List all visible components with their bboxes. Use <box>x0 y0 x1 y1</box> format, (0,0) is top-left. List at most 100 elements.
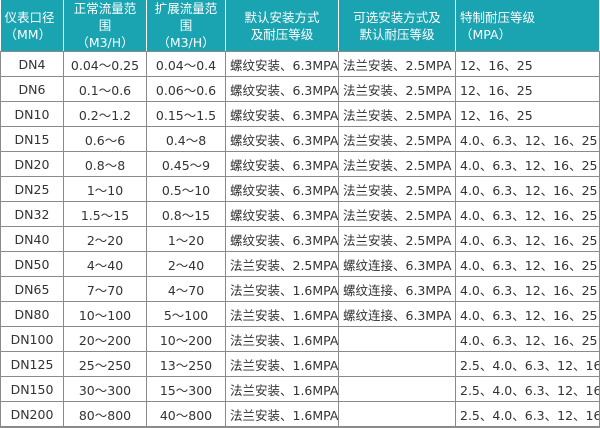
cell-extended-flow: 0.4～8 <box>146 126 226 152</box>
header-line: 默认安装方式 <box>244 9 320 25</box>
table-row: DN20 0.8～8 0.45～9 螺纹安装、6.3MPA 法兰安装、2.5MPA 4.0… <box>0 151 600 177</box>
cell-optional-install <box>338 326 456 352</box>
cell-diameter: DN100 <box>0 326 64 352</box>
table-row: DN10 0.2～1.2 0.15～1.5 螺纹安装、6.3MPA 法兰安装、2.5MP… <box>0 101 600 127</box>
cell-default-install: 螺纹安装、6.3MPA <box>225 176 339 202</box>
table-row: DN125 25～250 13～250 法兰安装、1.6MPA 2.5、4.0、6.3、… <box>0 351 600 377</box>
cell-extended-flow: 0.04～0.4 <box>146 51 226 77</box>
cell-optional-install: 螺纹连接、6.3MPA <box>338 276 456 302</box>
cell-extended-flow: 1～20 <box>146 226 226 252</box>
cell-extended-flow: 0.8～15 <box>146 201 226 227</box>
header-line: （M3/H） <box>76 35 134 50</box>
cell-normal-flow: 0.8～8 <box>63 151 147 177</box>
cell-diameter: DN4 <box>0 51 64 77</box>
table-row: DN40 2～20 1～20 螺纹安装、6.3MPA 法兰安装、2.5MPA 4.0、6.… <box>0 226 600 252</box>
cell-optional-install: 法兰安装、2.5MPA <box>338 151 456 177</box>
cell-normal-flow: 10～100 <box>63 301 147 327</box>
cell-special-pressure: 4.0、6.3、12、16、25 <box>455 126 600 152</box>
cell-normal-flow: 0.2～1.2 <box>63 101 147 127</box>
table-row: DN65 7～70 4～70 法兰安装、1.6MPA 螺纹连接、6.3MPA 4.0、6.… <box>0 276 600 302</box>
cell-default-install: 法兰安装、1.6MPA <box>225 401 339 428</box>
header-special-pressure: 特制耐压等级 （MPA） <box>455 0 600 52</box>
cell-optional-install <box>338 351 456 377</box>
cell-special-pressure: 2.5、4.0、6.3、12、16 <box>455 351 600 377</box>
table-row: DN6 0.1～0.6 0.06～0.6 螺纹安装、6.3MPA 法兰安装、2.5MPA… <box>0 76 600 102</box>
cell-diameter: DN40 <box>0 226 64 252</box>
cell-diameter: DN15 <box>0 126 64 152</box>
cell-special-pressure: 4.0、6.3、12、16、25 <box>455 176 600 202</box>
cell-extended-flow: 4～70 <box>146 276 226 302</box>
cell-normal-flow: 4～40 <box>63 251 147 277</box>
cell-extended-flow: 10～200 <box>146 326 226 352</box>
cell-diameter: DN200 <box>0 401 64 428</box>
cell-default-install: 螺纹安装、6.3MPA <box>225 151 339 177</box>
cell-optional-install <box>338 401 456 428</box>
cell-normal-flow: 1.5～15 <box>63 201 147 227</box>
cell-default-install: 法兰安装、2.5MPA <box>225 251 339 277</box>
header-row: 仪表口径 （MM） 正常流量范围 （M3/H） 扩展流量范围 （M3/H） 默认安装方… <box>0 0 600 52</box>
cell-default-install: 螺纹安装、6.3MPA <box>225 226 339 252</box>
cell-special-pressure: 4.0、6.3、12、16、25 <box>455 251 600 277</box>
table-row: DN32 1.5～15 0.8～15 螺纹安装、6.3MPA 法兰安装、2.5MPA 4.… <box>0 201 600 227</box>
cell-special-pressure: 4.0、6.3、12、16、25 <box>455 326 600 352</box>
cell-extended-flow: 0.06～0.6 <box>146 76 226 102</box>
cell-default-install: 螺纹安装、6.3MPA <box>225 126 339 152</box>
cell-default-install: 螺纹安装、6.3MPA <box>225 76 339 102</box>
cell-optional-install: 螺纹连接、6.3MPA <box>338 301 456 327</box>
cell-special-pressure: 12、16、25 <box>455 101 600 127</box>
table-row: DN25 1～10 0.5～10 螺纹安装、6.3MPA 法兰安装、2.5MPA 4.0、… <box>0 176 600 202</box>
cell-optional-install: 法兰安装、2.5MPA <box>338 126 456 152</box>
cell-diameter: DN32 <box>0 201 64 227</box>
table-row: DN150 30～300 15～300 法兰安装、1.6MPA 2.5、4.0、6.3、… <box>0 376 600 402</box>
cell-diameter: DN10 <box>0 101 64 127</box>
cell-optional-install: 法兰安装、2.5MPA <box>338 76 456 102</box>
header-line: （M3/H） <box>157 35 215 50</box>
cell-extended-flow: 0.5～10 <box>146 176 226 202</box>
cell-special-pressure: 4.0、6.3、12、16、25 <box>455 201 600 227</box>
cell-normal-flow: 20～200 <box>63 326 147 352</box>
cell-diameter: DN150 <box>0 376 64 402</box>
cell-default-install: 法兰安装、1.6MPA <box>225 376 339 402</box>
cell-normal-flow: 0.04～0.25 <box>63 51 147 77</box>
header-default-install: 默认安装方式 及耐压等级 <box>225 0 339 52</box>
cell-optional-install: 法兰安装、2.5MPA <box>338 51 456 77</box>
cell-extended-flow: 15～300 <box>146 376 226 402</box>
cell-diameter: DN20 <box>0 151 64 177</box>
cell-optional-install: 螺纹连接、6.3MPA <box>338 251 456 277</box>
cell-normal-flow: 7～70 <box>63 276 147 302</box>
table-row: DN4 0.04～0.25 0.04～0.4 螺纹安装、6.3MPA 法兰安装、2.5M… <box>0 51 600 77</box>
cell-special-pressure: 4.0、6.3、12、16、25 <box>455 301 600 327</box>
header-line: 正常流量范围 <box>73 1 137 33</box>
cell-optional-install: 法兰安装、2.5MPA <box>338 176 456 202</box>
cell-extended-flow: 13～250 <box>146 351 226 377</box>
header-line: 仪表口径 <box>4 9 55 25</box>
cell-special-pressure: 12、16、25 <box>455 51 600 77</box>
cell-default-install: 法兰安装、1.6MPA <box>225 301 339 327</box>
table-row: DN100 20～200 10～200 法兰安装、1.6MPA 4.0、6.3、12、1… <box>0 326 600 352</box>
table-row: DN80 10～100 5～100 法兰安装、1.6MPA 螺纹连接、6.3MPA 4.0… <box>0 301 600 327</box>
cell-special-pressure: 12、16、25 <box>455 76 600 102</box>
cell-optional-install: 法兰安装、2.5MPA <box>338 201 456 227</box>
header-line: （MPA） <box>460 26 512 42</box>
cell-special-pressure: 4.0、6.3、12、16、25 <box>455 151 600 177</box>
cell-extended-flow: 5～100 <box>146 301 226 327</box>
cell-diameter: DN80 <box>0 301 64 327</box>
cell-optional-install <box>338 376 456 402</box>
cell-normal-flow: 1～10 <box>63 176 147 202</box>
cell-diameter: DN65 <box>0 276 64 302</box>
cell-normal-flow: 25～250 <box>63 351 147 377</box>
cell-special-pressure: 2.5、4.0、6.3、12、16 <box>455 401 600 428</box>
cell-default-install: 螺纹安装、6.3MPA <box>225 101 339 127</box>
header-line: 默认耐压等级 <box>359 26 435 42</box>
cell-diameter: DN125 <box>0 351 64 377</box>
table-row: DN50 4～40 2～40 法兰安装、2.5MPA 螺纹连接、6.3MPA 4.0、6.… <box>0 251 600 277</box>
cell-diameter: DN6 <box>0 76 64 102</box>
cell-diameter: DN50 <box>0 251 64 277</box>
cell-normal-flow: 30～300 <box>63 376 147 402</box>
header-extended-flow: 扩展流量范围 （M3/H） <box>146 0 226 52</box>
cell-special-pressure: 4.0、6.3、12、16、25 <box>455 226 600 252</box>
cell-extended-flow: 2～40 <box>146 251 226 277</box>
header-diameter: 仪表口径 （MM） <box>0 0 64 52</box>
cell-default-install: 法兰安装、1.6MPA <box>225 326 339 352</box>
cell-default-install: 螺纹安装、6.3MPA <box>225 201 339 227</box>
